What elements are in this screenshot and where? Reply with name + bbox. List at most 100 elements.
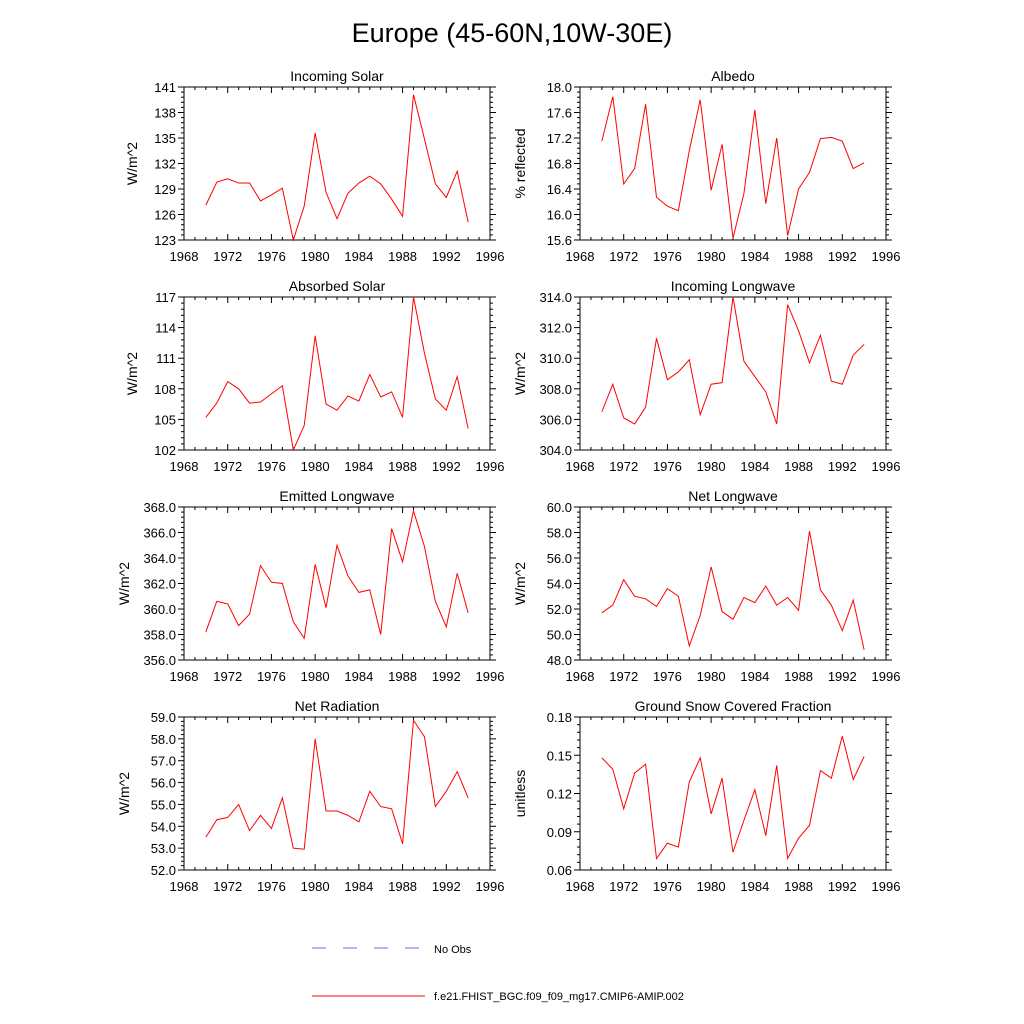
y-axis-label: W/m^2 [512, 352, 528, 395]
x-tick-label: 1988 [784, 879, 813, 894]
x-tick-label: 1980 [301, 249, 330, 264]
y-tick-label: 111 [156, 351, 176, 366]
y-tick-label: 58.0 [547, 526, 572, 541]
x-tick-label: 1992 [828, 459, 857, 474]
y-tick-label: 114 [155, 321, 176, 336]
x-tick-label: 1976 [653, 879, 682, 894]
x-tick-label: 1996 [872, 459, 901, 474]
y-tick-label: 360.0 [143, 602, 176, 617]
y-tick-label: 0.09 [547, 825, 572, 840]
panel-title: Ground Snow Covered Fraction [635, 698, 832, 714]
x-tick-label: 1992 [432, 669, 461, 684]
y-tick-label: 366.0 [143, 526, 176, 541]
plot-frame [183, 86, 491, 241]
plot-frame [579, 86, 887, 241]
y-tick-label: 57.0 [151, 754, 176, 769]
x-tick-label: 1988 [388, 459, 417, 474]
legend-model-label: f.e21.FHIST_BGC.f09_f09_mg17.CMIP6-AMIP.… [434, 991, 684, 1003]
panel-net-radiation: Net Radiation 1968 1972 1976 1980 1984 1988 199… [116, 698, 504, 894]
y-tick-label: 308.0 [539, 382, 572, 397]
y-tick-label: 132 [154, 157, 176, 172]
plot-frame [183, 716, 491, 871]
y-tick-label: 362.0 [143, 577, 176, 592]
y-tick-label: 17.2 [547, 131, 572, 146]
x-tick-label: 1996 [476, 879, 505, 894]
y-tick-label: 52.0 [151, 863, 176, 878]
y-tick-label: 16.0 [547, 208, 572, 223]
series-line [205, 508, 469, 640]
y-axis-label: % reflected [512, 128, 528, 198]
x-tick-label: 1972 [213, 669, 242, 684]
y-tick-label: 55.0 [151, 797, 176, 812]
x-tick-label: 1972 [609, 249, 638, 264]
panel-ground-snow-covered-fraction: Ground Snow Covered Fraction 1968 1972 1976… [512, 698, 900, 894]
y-axis-label: W/m^2 [512, 562, 528, 605]
series-line [205, 94, 469, 242]
series-line [601, 531, 865, 650]
x-tick-label: 1976 [653, 459, 682, 474]
series-line [601, 296, 865, 425]
x-tick-label: 1968 [170, 669, 199, 684]
x-tick-label: 1980 [697, 879, 726, 894]
x-tick-label: 1996 [872, 879, 901, 894]
y-tick-label: 53.0 [151, 841, 176, 856]
panel-albedo: Albedo 1968 1972 1976 1980 1984 1988 1992 1996 15… [512, 68, 900, 264]
x-tick-label: 1980 [301, 459, 330, 474]
series-line [601, 96, 865, 239]
y-tick-label: 58.0 [151, 732, 176, 747]
x-tick-label: 1984 [740, 459, 769, 474]
x-tick-label: 1992 [828, 669, 857, 684]
y-tick-label: 48.0 [547, 653, 572, 668]
panel-incoming-solar: Incoming Solar 1968 1972 1976 1980 1984 1988 19… [124, 68, 504, 264]
y-tick-label: 108 [154, 382, 176, 397]
x-tick-label: 1988 [388, 879, 417, 894]
y-tick-label: 304.0 [539, 443, 572, 458]
x-tick-label: 1980 [301, 669, 330, 684]
panel-incoming-longwave: Incoming Longwave 1968 1972 1976 1980 1984 198… [512, 278, 900, 474]
y-tick-label: 126 [154, 208, 176, 223]
y-tick-label: 56.0 [151, 776, 176, 791]
x-tick-label: 1992 [828, 249, 857, 264]
y-tick-label: 59.0 [151, 710, 176, 725]
x-tick-label: 1984 [740, 249, 769, 264]
y-tick-label: 364.0 [143, 551, 176, 566]
x-tick-label: 1988 [784, 249, 813, 264]
y-tick-label: 0.12 [547, 787, 572, 802]
y-tick-label: 135 [154, 131, 176, 146]
x-tick-label: 1968 [170, 459, 199, 474]
x-tick-label: 1968 [566, 459, 595, 474]
x-tick-label: 1980 [697, 459, 726, 474]
y-tick-label: 117 [155, 290, 176, 305]
x-tick-label: 1976 [257, 879, 286, 894]
x-tick-label: 1972 [213, 249, 242, 264]
y-tick-label: 0.18 [547, 710, 572, 725]
panel-title: Incoming Solar [290, 68, 384, 84]
x-tick-label: 1976 [653, 249, 682, 264]
panel-title: Absorbed Solar [289, 278, 386, 294]
x-tick-label: 1984 [344, 669, 373, 684]
x-tick-label: 1984 [740, 879, 769, 894]
panel-title: Emitted Longwave [279, 488, 394, 504]
y-tick-label: 52.0 [547, 602, 572, 617]
y-tick-label: 368.0 [143, 500, 176, 515]
y-tick-label: 105 [154, 412, 176, 427]
plot-frame [183, 506, 491, 661]
y-tick-label: 56.0 [547, 551, 572, 566]
x-tick-label: 1968 [566, 249, 595, 264]
x-tick-label: 1968 [170, 879, 199, 894]
y-axis-label: W/m^2 [116, 772, 132, 815]
x-tick-label: 1988 [784, 669, 813, 684]
panel-absorbed-solar: Absorbed Solar 1968 1972 1976 1980 1984 1988 19… [124, 278, 504, 474]
y-tick-label: 60.0 [547, 500, 572, 515]
y-tick-label: 310.0 [539, 351, 572, 366]
y-tick-label: 15.6 [547, 233, 572, 248]
x-tick-label: 1988 [388, 669, 417, 684]
y-tick-label: 356.0 [143, 653, 176, 668]
x-tick-label: 1992 [432, 249, 461, 264]
x-tick-label: 1968 [566, 669, 595, 684]
y-tick-label: 0.06 [547, 863, 572, 878]
x-tick-label: 1968 [566, 879, 595, 894]
figure-title: Europe (45-60N,10W-30E) [352, 18, 673, 48]
x-tick-label: 1984 [344, 249, 373, 264]
